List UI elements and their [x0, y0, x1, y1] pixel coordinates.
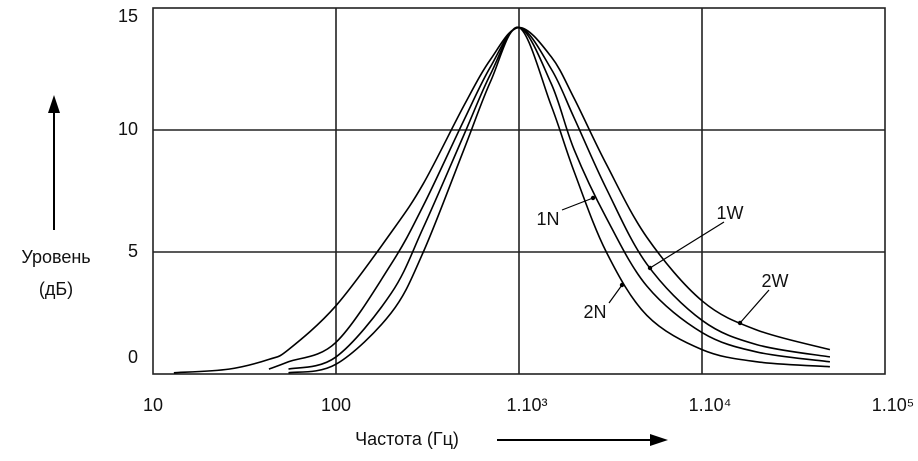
annotation-dot	[590, 195, 596, 201]
x-axis-label: Частота (Гц)	[355, 429, 459, 449]
x-axis-arrowhead	[650, 434, 668, 446]
annotation-dot	[619, 282, 625, 288]
annotation-pointer	[649, 221, 725, 269]
x-tick-label: 1.10⁴	[689, 395, 732, 415]
x-tick-label: 100	[321, 395, 351, 415]
y-tick-label: 5	[128, 241, 138, 261]
series-label: 2N	[583, 302, 606, 322]
x-tick-label: 10	[143, 395, 163, 415]
series-label: 1N	[536, 209, 559, 229]
curve	[288, 26, 830, 374]
annotation-dot	[647, 265, 653, 271]
series-label: 2W	[762, 271, 789, 291]
y-tick-label: 0	[128, 347, 138, 367]
series-label: 1W	[717, 203, 744, 223]
y-axis-label: (дБ)	[39, 279, 73, 299]
y-axis-arrowhead	[48, 95, 60, 113]
curve	[288, 26, 831, 370]
y-tick-label: 15	[118, 6, 138, 26]
annotation-dot	[737, 320, 743, 326]
curve	[173, 26, 831, 374]
annotation-pointer	[561, 197, 594, 211]
y-axis-label: Уровень	[21, 247, 90, 267]
annotation-pointer	[739, 289, 770, 324]
x-tick-label: 1.10³	[506, 395, 547, 415]
annotation-pointer	[608, 284, 623, 304]
x-tick-label: 1.10⁵	[872, 395, 915, 415]
y-tick-label: 10	[118, 119, 138, 139]
